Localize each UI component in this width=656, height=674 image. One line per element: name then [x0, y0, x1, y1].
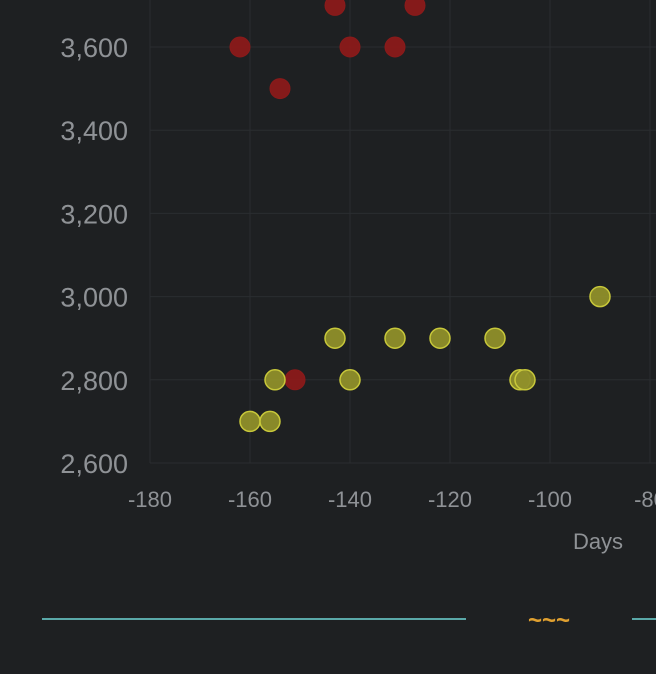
y-tick-label: 3,000: [60, 283, 128, 313]
x-tick-label: -100: [528, 487, 572, 512]
y-tick-label: 2,800: [60, 366, 128, 396]
data-point: [514, 369, 536, 391]
data-point: [264, 369, 286, 391]
y-tick-label: 3,600: [60, 33, 128, 63]
footer-decoration: ~~~: [42, 607, 656, 634]
data-point: [229, 36, 251, 58]
data-point: [429, 327, 451, 349]
data-point: [284, 369, 306, 391]
x-tick-label: -80: [634, 487, 656, 512]
data-point: [384, 327, 406, 349]
data-point: [339, 369, 361, 391]
y-tick-label: 3,200: [60, 199, 128, 229]
data-point: [269, 78, 291, 100]
data-point: [324, 0, 346, 16]
grid: [149, 0, 656, 464]
data-point: [339, 36, 361, 58]
data-point: [589, 285, 611, 308]
data-point: [384, 36, 406, 58]
data-point: [404, 0, 426, 16]
data-points: [229, 0, 611, 433]
y-tick-label: 3,400: [60, 116, 128, 146]
data-point: [259, 410, 281, 433]
y-axis-ticks: 2,600 2,800 3,000 3,200 3,400 3,600: [60, 33, 128, 479]
x-tick-label: -180: [128, 487, 172, 512]
data-point: [324, 327, 346, 349]
x-axis-ticks: -180 -160 -140 -120 -100 -80: [128, 487, 656, 512]
x-tick-label: -120: [428, 487, 472, 512]
x-tick-label: -160: [228, 487, 272, 512]
data-point: [484, 327, 506, 349]
footer-squiggle: ~~~: [528, 607, 570, 634]
data-point: [239, 410, 261, 433]
x-axis-label: Days: [573, 529, 623, 554]
x-tick-label: -140: [328, 487, 372, 512]
y-tick-label: 2,600: [60, 449, 128, 479]
